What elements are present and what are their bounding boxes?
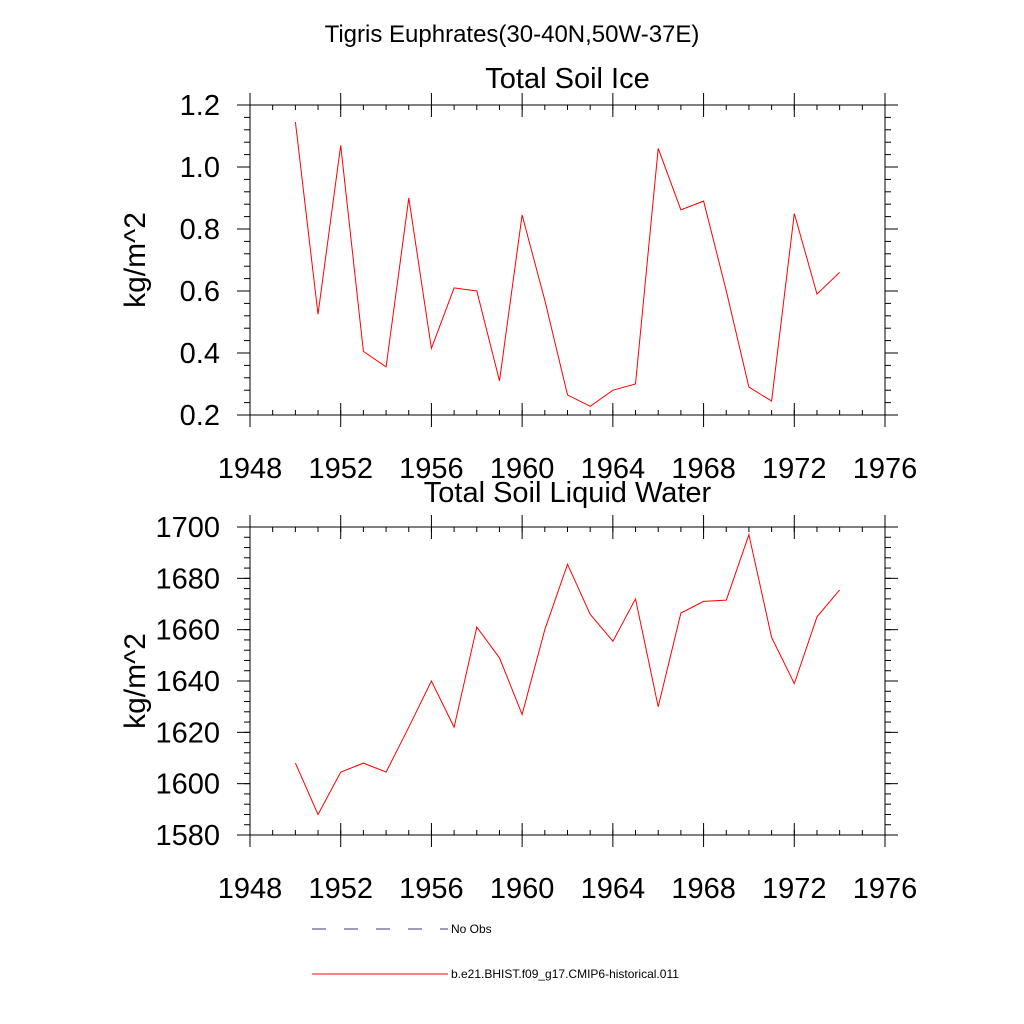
x-tick-label: 1964 <box>581 453 646 485</box>
x-tick-label: 1948 <box>218 873 283 905</box>
legend-label: No Obs <box>451 922 492 936</box>
x-tick-label: 1972 <box>762 873 827 905</box>
x-tick-label: 1960 <box>490 873 555 905</box>
x-tick-label: 1948 <box>218 453 283 485</box>
x-tick-label: 1952 <box>308 453 373 485</box>
x-tick-label: 1972 <box>762 453 827 485</box>
x-tick-label: 1976 <box>853 453 918 485</box>
plot-frame <box>249 526 886 836</box>
x-tick-label: 1968 <box>671 873 736 905</box>
y-tick-label: 0.2 <box>180 400 220 432</box>
y-tick-label: 1620 <box>155 717 220 749</box>
y-tick-label: 1700 <box>155 512 220 544</box>
x-tick-label: 1952 <box>308 873 373 905</box>
series-line <box>294 121 840 407</box>
panel-title: Total Soil Liquid Water <box>424 477 712 509</box>
x-tick-label: 1956 <box>399 453 464 485</box>
y-tick-label: 0.8 <box>180 214 220 246</box>
y-axis-label: kg/m^2 <box>119 212 152 308</box>
x-tick-label: 1968 <box>671 453 736 485</box>
x-tick-label: 1964 <box>581 873 646 905</box>
x-tick-label: 1976 <box>853 873 918 905</box>
figure-title: Tigris Euphrates(30-40N,50W-37E) <box>325 21 700 48</box>
plot-frame <box>249 104 886 416</box>
y-tick-label: 1660 <box>155 615 220 647</box>
x-tick-label: 1960 <box>490 453 555 485</box>
y-tick-label: 1580 <box>155 820 220 852</box>
x-tick-label: 1956 <box>399 873 464 905</box>
panel-title: Total Soil Ice <box>485 63 649 95</box>
y-tick-label: 1680 <box>155 563 220 595</box>
y-axis-label: kg/m^2 <box>119 633 152 729</box>
y-tick-label: 0.4 <box>180 338 220 370</box>
y-tick-label: 1.0 <box>180 152 220 184</box>
y-tick-label: 1.2 <box>180 90 220 122</box>
soil-ice-panel: Total Soil Ice kg/m^2 1948 1952 1956 1960 1964… <box>119 63 917 485</box>
soil-liquid-water-panel: Total Soil Liquid Water kg/m^2 1948 1952 195… <box>119 477 917 905</box>
series-line <box>294 532 840 816</box>
y-tick-label: 0.6 <box>180 276 220 308</box>
legend: No Obs b.e21.BHIST.f09_g17.CMIP6-historic… <box>312 922 679 981</box>
y-tick-label: 1600 <box>155 769 220 801</box>
y-tick-label: 1640 <box>155 666 220 698</box>
legend-label: b.e21.BHIST.f09_g17.CMIP6-historical.011 <box>451 967 679 981</box>
